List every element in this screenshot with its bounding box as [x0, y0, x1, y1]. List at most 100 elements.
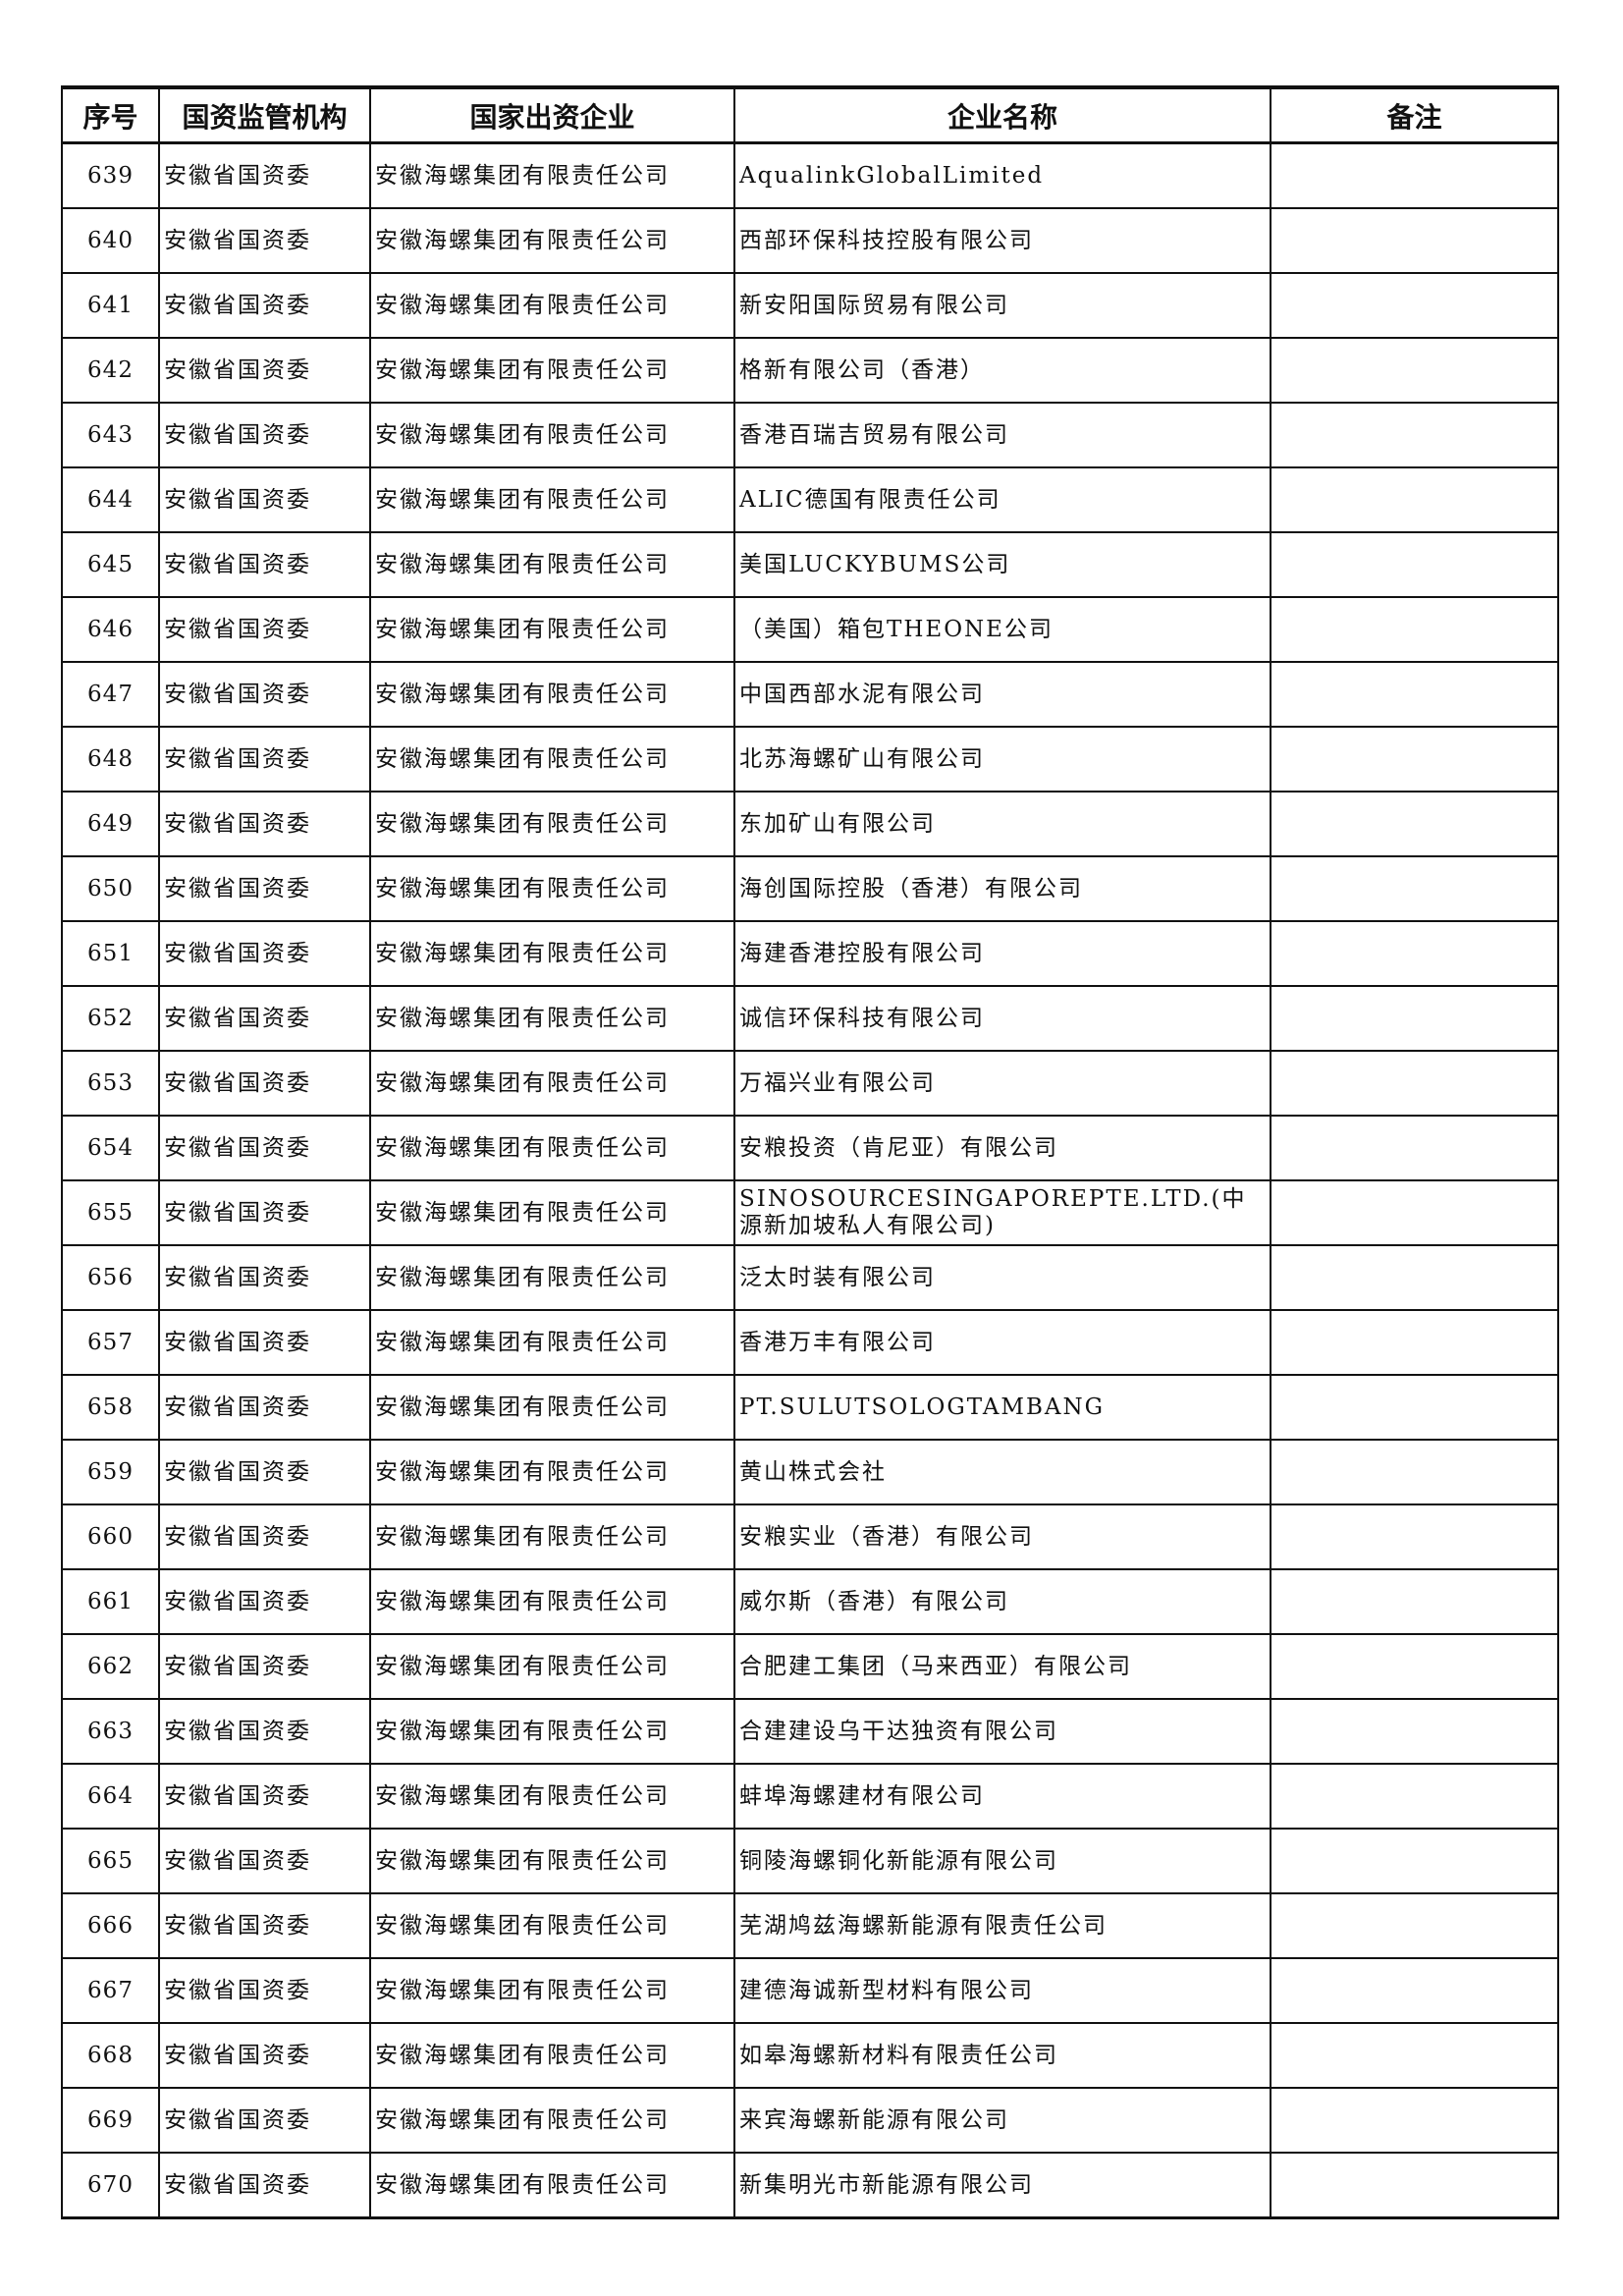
parent-enterprise-cell: 安徽海螺集团有限责任公司 — [369, 1698, 735, 1765]
note-cell — [1270, 1828, 1559, 1894]
serial-number-cell: 663 — [61, 1698, 160, 1765]
regulator-cell: 安徽省国资委 — [158, 2087, 371, 2154]
regulator-cell: 安徽省国资委 — [158, 1568, 371, 1635]
note-cell — [1270, 985, 1559, 1052]
table-row: 660 安徽省国资委 安徽海螺集团有限责任公司 安粮实业（香港）有限公司 — [61, 1503, 1559, 1570]
table-row: 644 安徽省国资委 安徽海螺集团有限责任公司 ALIC德国有限责任公司 — [61, 466, 1559, 533]
serial-number-cell: 667 — [61, 1957, 160, 2024]
serial-number-cell: 652 — [61, 985, 160, 1052]
serial-number-cell: 650 — [61, 855, 160, 922]
table-row: 646 安徽省国资委 安徽海螺集团有限责任公司 （美国）箱包THEONE公司 — [61, 596, 1559, 663]
serial-number-cell: 664 — [61, 1763, 160, 1830]
regulator-cell: 安徽省国资委 — [158, 1763, 371, 1830]
note-cell — [1270, 1698, 1559, 1765]
note-cell — [1270, 1439, 1559, 1505]
regulator-cell: 安徽省国资委 — [158, 141, 371, 209]
table-row: 669 安徽省国资委 安徽海螺集团有限责任公司 来宾海螺新能源有限公司 — [61, 2087, 1559, 2154]
parent-enterprise-cell: 安徽海螺集团有限责任公司 — [369, 2022, 735, 2089]
table-row: 655 安徽省国资委 安徽海螺集团有限责任公司 SINOSOURCESINGAPORE… — [61, 1179, 1559, 1246]
enterprise-name-cell: AqualinkGlobalLimited — [733, 141, 1271, 209]
enterprise-name-cell: 建德海诚新型材料有限公司 — [733, 1957, 1271, 2024]
enterprise-name-cell: 安粮实业（香港）有限公司 — [733, 1503, 1271, 1570]
note-cell — [1270, 1179, 1559, 1246]
enterprise-name-cell: 香港万丰有限公司 — [733, 1309, 1271, 1376]
enterprise-name-cell: 合肥建工集团（马来西亚）有限公司 — [733, 1633, 1271, 1700]
serial-number-cell: 657 — [61, 1309, 160, 1376]
note-cell — [1270, 661, 1559, 728]
serial-number-cell: 641 — [61, 272, 160, 339]
regulator-cell: 安徽省国资委 — [158, 726, 371, 793]
note-cell — [1270, 402, 1559, 468]
table-row: 659 安徽省国资委 安徽海螺集团有限责任公司 黄山株式会社 — [61, 1439, 1559, 1505]
note-cell — [1270, 272, 1559, 339]
serial-number-cell: 662 — [61, 1633, 160, 1700]
enterprise-name-cell: 黄山株式会社 — [733, 1439, 1271, 1505]
enterprise-name-cell: 万福兴业有限公司 — [733, 1050, 1271, 1117]
enterprise-name-cell: PT.SULUTSOLOGTAMBANG — [733, 1374, 1271, 1441]
header-row: 序号 国资监管机构 国家出资企业 企业名称 备注 — [61, 85, 1559, 144]
parent-enterprise-cell: 安徽海螺集团有限责任公司 — [369, 2087, 735, 2154]
regulator-cell: 安徽省国资委 — [158, 791, 371, 857]
parent-enterprise-cell: 安徽海螺集团有限责任公司 — [369, 337, 735, 404]
note-cell — [1270, 1309, 1559, 1376]
parent-enterprise-cell: 安徽海螺集团有限责任公司 — [369, 855, 735, 922]
note-cell — [1270, 726, 1559, 793]
enterprise-name-cell: 铜陵海螺铜化新能源有限公司 — [733, 1828, 1271, 1894]
parent-enterprise-cell: 安徽海螺集团有限责任公司 — [369, 661, 735, 728]
note-cell — [1270, 531, 1559, 598]
serial-number-cell: 655 — [61, 1179, 160, 1246]
header-regulator: 国资监管机构 — [158, 85, 371, 144]
serial-number-cell: 659 — [61, 1439, 160, 1505]
regulator-cell: 安徽省国资委 — [158, 1309, 371, 1376]
enterprise-name-cell: 诚信环保科技有限公司 — [733, 985, 1271, 1052]
serial-number-cell: 656 — [61, 1244, 160, 1311]
note-cell — [1270, 596, 1559, 663]
enterprise-name-cell: 格新有限公司（香港） — [733, 337, 1271, 404]
enterprise-table: 序号 国资监管机构 国家出资企业 企业名称 备注 639 安徽省国资委 安徽海螺集团… — [61, 85, 1559, 2219]
enterprise-name-cell: 海建香港控股有限公司 — [733, 920, 1271, 987]
regulator-cell: 安徽省国资委 — [158, 337, 371, 404]
table-row: 642 安徽省国资委 安徽海螺集团有限责任公司 格新有限公司（香港） — [61, 337, 1559, 404]
enterprise-name-cell: ALIC德国有限责任公司 — [733, 466, 1271, 533]
table-row: 661 安徽省国资委 安徽海螺集团有限责任公司 威尔斯（香港）有限公司 — [61, 1568, 1559, 1635]
serial-number-cell: 640 — [61, 207, 160, 274]
table-row: 645 安徽省国资委 安徽海螺集团有限责任公司 美国LUCKYBUMS公司 — [61, 531, 1559, 598]
regulator-cell: 安徽省国资委 — [158, 1957, 371, 2024]
table-row: 658 安徽省国资委 安徽海螺集团有限责任公司 PT.SULUTSOLOGTAMBAN… — [61, 1374, 1559, 1441]
parent-enterprise-cell: 安徽海螺集团有限责任公司 — [369, 596, 735, 663]
serial-number-cell: 645 — [61, 531, 160, 598]
enterprise-name-cell: 新安阳国际贸易有限公司 — [733, 272, 1271, 339]
parent-enterprise-cell: 安徽海螺集团有限责任公司 — [369, 1179, 735, 1246]
regulator-cell: 安徽省国资委 — [158, 2022, 371, 2089]
parent-enterprise-cell: 安徽海螺集团有限责任公司 — [369, 207, 735, 274]
parent-enterprise-cell: 安徽海螺集团有限责任公司 — [369, 1050, 735, 1117]
regulator-cell: 安徽省国资委 — [158, 466, 371, 533]
enterprise-name-cell: SINOSOURCESINGAPOREPTE.LTD.(中源新加坡私人有限公司) — [733, 1179, 1271, 1246]
parent-enterprise-cell: 安徽海螺集团有限责任公司 — [369, 1892, 735, 1959]
regulator-cell: 安徽省国资委 — [158, 2152, 371, 2219]
enterprise-name-cell: 来宾海螺新能源有限公司 — [733, 2087, 1271, 2154]
table-row: 670 安徽省国资委 安徽海螺集团有限责任公司 新集明光市新能源有限公司 — [61, 2152, 1559, 2219]
enterprise-name-cell: 芜湖鸠兹海螺新能源有限责任公司 — [733, 1892, 1271, 1959]
serial-number-cell: 669 — [61, 2087, 160, 2154]
header-note: 备注 — [1270, 85, 1559, 144]
regulator-cell: 安徽省国资委 — [158, 596, 371, 663]
regulator-cell: 安徽省国资委 — [158, 402, 371, 468]
parent-enterprise-cell: 安徽海螺集团有限责任公司 — [369, 1374, 735, 1441]
regulator-cell: 安徽省国资委 — [158, 1244, 371, 1311]
parent-enterprise-cell: 安徽海螺集团有限责任公司 — [369, 1503, 735, 1570]
parent-enterprise-cell: 安徽海螺集团有限责任公司 — [369, 1309, 735, 1376]
serial-number-cell: 666 — [61, 1892, 160, 1959]
regulator-cell: 安徽省国资委 — [158, 661, 371, 728]
parent-enterprise-cell: 安徽海螺集团有限责任公司 — [369, 141, 735, 209]
serial-number-cell: 644 — [61, 466, 160, 533]
note-cell — [1270, 1957, 1559, 2024]
serial-number-cell: 661 — [61, 1568, 160, 1635]
regulator-cell: 安徽省国资委 — [158, 920, 371, 987]
regulator-cell: 安徽省国资委 — [158, 272, 371, 339]
serial-number-cell: 668 — [61, 2022, 160, 2089]
note-cell — [1270, 2152, 1559, 2219]
enterprise-name-cell: 东加矿山有限公司 — [733, 791, 1271, 857]
serial-number-cell: 665 — [61, 1828, 160, 1894]
enterprise-name-cell: 泛太时装有限公司 — [733, 1244, 1271, 1311]
